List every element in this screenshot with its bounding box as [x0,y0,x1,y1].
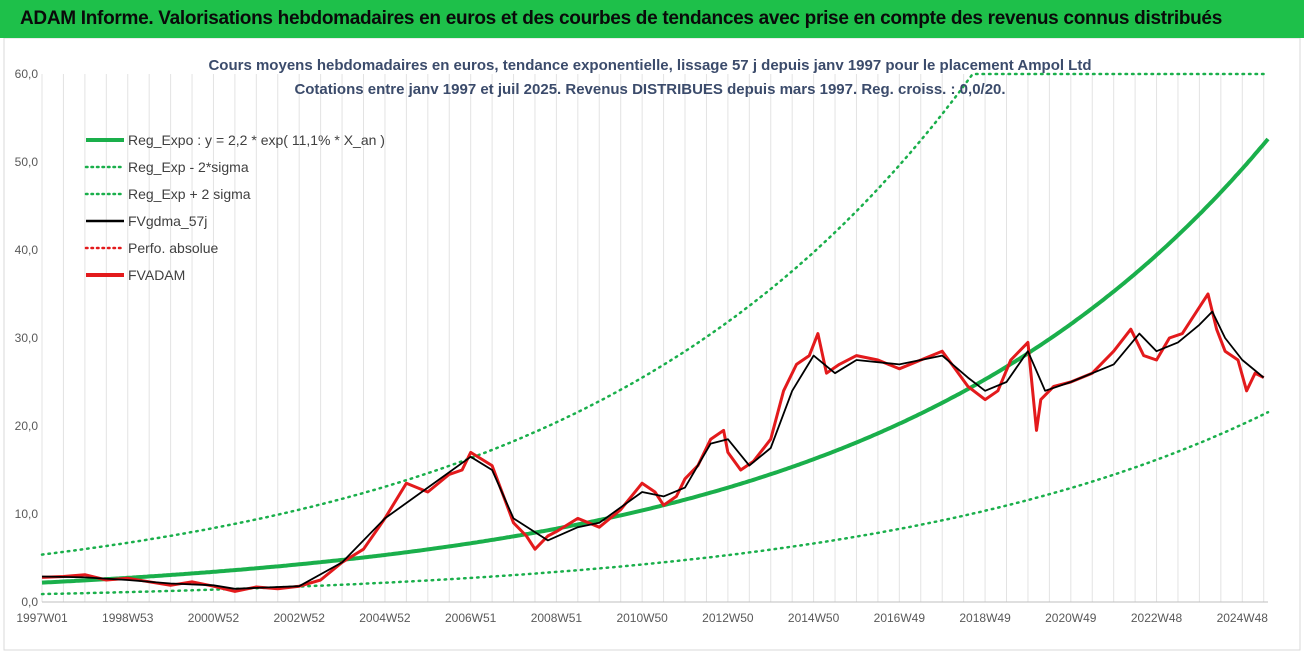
x-tick-label: 2024W48 [1217,611,1269,625]
data-series [41,292,1265,593]
x-tick-label: 2002W52 [274,611,326,625]
y-tick-label: 10,0 [15,507,39,521]
report-title: ADAM Informe. Valorisations hebdomadaire… [20,8,1222,29]
legend-label: FVADAM [128,267,185,283]
report-header: ADAM Informe. Valorisations hebdomadaire… [0,0,1304,38]
grid-lines [41,74,1268,603]
legend-label: FVgdma_57j [128,213,207,229]
y-tick-label: 30,0 [15,331,39,345]
y-axis-ticks: 0,0 10,0 20,0 30,0 40,0 50,0 60,0 [15,67,39,609]
y-tick-label: 0,0 [21,595,38,609]
x-tick-label: 2008W51 [531,611,583,625]
x-tick-label: 2016W49 [874,611,926,625]
y-tick-label: 50,0 [15,155,39,169]
chart-subtitle: Cotations entre janv 1997 et juil 2025. … [294,81,1005,98]
legend-label: Reg_Expo : y = 2,2 * exp( 11,1% * X_an ) [128,132,385,148]
x-tick-label: 1998W53 [102,611,154,625]
reg-exp-plus-2sigma-line [40,72,1270,556]
x-tick-label: 2000W52 [188,611,240,625]
fvadam-line [41,292,1265,593]
x-tick-label: 2022W48 [1131,611,1183,625]
x-axis-ticks: 1997W01 1998W53 2000W52 2002W52 2004W52 2006W… [16,611,1268,625]
x-tick-label: 2004W52 [359,611,411,625]
x-tick-label: 2010W50 [616,611,668,625]
fvgdma-57j-line [41,310,1265,590]
x-tick-label: 2014W50 [788,611,840,625]
x-tick-label: 2006W51 [445,611,497,625]
chart-frame [3,38,1301,651]
y-tick-label: 60,0 [15,67,39,81]
legend-label: Perfo. absolue [128,240,218,256]
x-tick-label: 1997W01 [16,611,68,625]
chart-title: Cours moyens hebdomadaires en euros, ten… [208,57,1091,74]
x-tick-label: 2020W49 [1045,611,1097,625]
x-tick-label: 2012W50 [702,611,754,625]
regression-curves [40,72,1270,596]
x-tick-label: 2018W49 [959,611,1011,625]
y-tick-label: 40,0 [15,243,39,257]
chart-area: 0,0 10,0 20,0 30,0 40,0 50,0 60,0 1997W01 1998W… [3,38,1301,651]
legend-label: Reg_Exp - 2*sigma [128,159,249,175]
y-tick-label: 20,0 [15,419,39,433]
chart-legend: Reg_Expo : y = 2,2 * exp( 11,1% * X_an )… [84,132,385,283]
reg-expo-line [41,137,1270,585]
legend-label: Reg_Exp + 2 sigma [128,186,251,202]
